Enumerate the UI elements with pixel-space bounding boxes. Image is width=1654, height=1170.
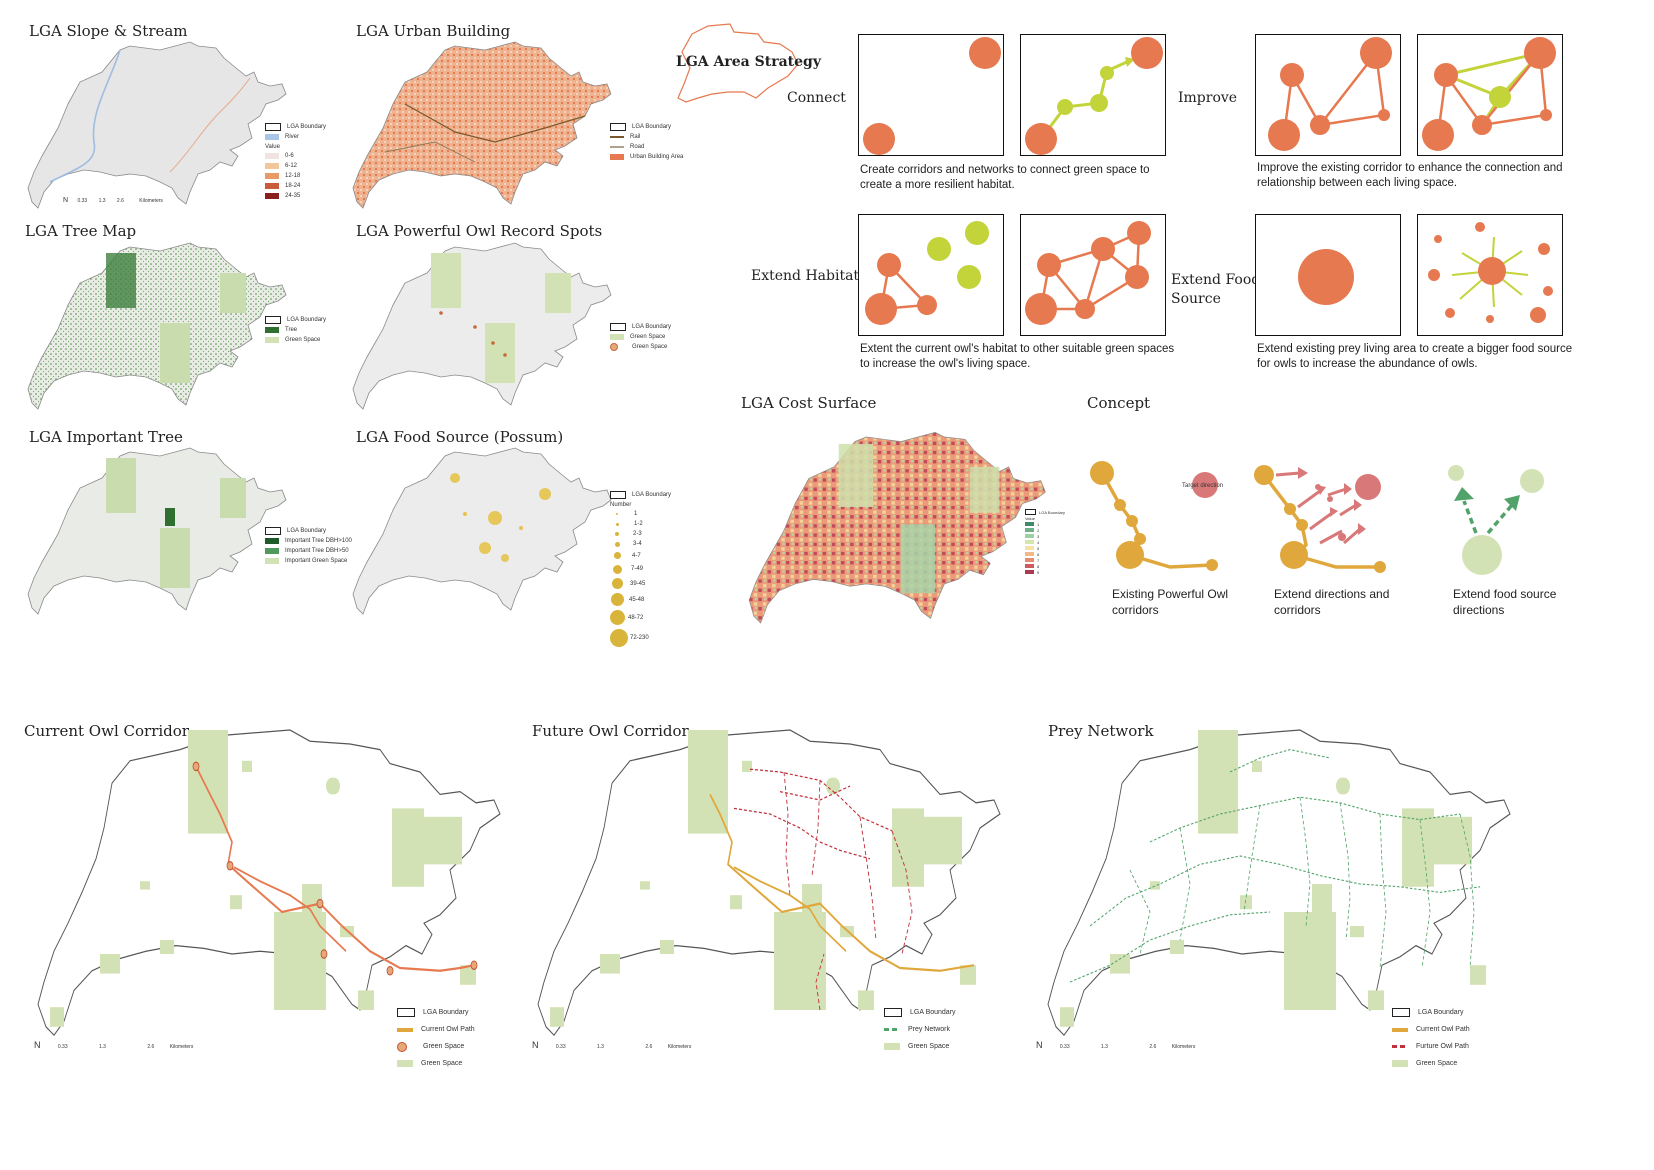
connect-after-box bbox=[1020, 34, 1166, 156]
current-owl-corridor-map bbox=[37, 729, 501, 1036]
urban-legend: LGA Boundary Rail Road Urban Building Ar… bbox=[610, 122, 683, 162]
map-title-food-source: LGA Food Source (Possum) bbox=[356, 428, 564, 446]
cost-legend: LGA Boundary Value 1 2 3 4 5 6 7 8 9 bbox=[1025, 509, 1066, 575]
cost-surface-title: LGA Cost Surface bbox=[741, 394, 877, 412]
scale-bar-prey: N 0.33 1.3 2.6 Kilometers bbox=[1036, 1040, 1196, 1050]
improve-label: Improve bbox=[1178, 90, 1238, 106]
map-title-important-tree: LGA Important Tree bbox=[29, 428, 183, 446]
prey-network-map bbox=[1047, 729, 1511, 1036]
cost-surface-map bbox=[748, 431, 1046, 624]
future-corridor-legend: LGA Boundary Prey Network Green Space bbox=[884, 1004, 956, 1055]
food-source-legend: LGA Boundary Number 1 1-2 2-3 3-4 4-7 7-… bbox=[610, 490, 671, 648]
concept-diagram: Target direction bbox=[1090, 461, 1544, 575]
scale-bar-current: N 0.33 1.3 2.6 Kilometers bbox=[34, 1040, 194, 1050]
connect-before-box bbox=[858, 34, 1004, 156]
improve-before-box bbox=[1255, 34, 1401, 156]
improve-caption: Improve the existing corridor to enhance… bbox=[1257, 162, 1563, 189]
lga-outline-icon bbox=[677, 23, 799, 103]
strategy-title: LGA Area Strategy bbox=[676, 54, 821, 70]
scale-bar-future: N 0.33 1.3 2.6 Kilometers bbox=[532, 1040, 692, 1050]
connect-label: Connect bbox=[787, 90, 846, 106]
important-tree-map bbox=[27, 447, 287, 615]
urban-building-map bbox=[352, 41, 612, 209]
target-direction-label: Target direction bbox=[1182, 483, 1223, 489]
extend-habitat-label: Extend Habitat bbox=[751, 268, 860, 284]
scale-bar: N 0.33 1.3 2.6 Kilometers bbox=[63, 197, 163, 204]
current-corridor-title: Current Owl Corridor bbox=[24, 722, 189, 740]
map-title-tree: LGA Tree Map bbox=[25, 222, 137, 240]
concept-caption-extend: Extend directions and corridors bbox=[1274, 587, 1390, 617]
important-tree-legend: LGA Boundary Important Tree DBH>100 Impo… bbox=[265, 526, 352, 566]
river-line bbox=[49, 49, 121, 183]
improve-after-box bbox=[1417, 34, 1563, 156]
food-source-map bbox=[352, 447, 612, 615]
tree-map bbox=[27, 242, 287, 410]
slope-legend: LGA Boundary River Value 0-6 6-12 12-18 … bbox=[265, 123, 327, 199]
slope-stream-map bbox=[27, 41, 287, 209]
concept-caption-existing: Existing Powerful Owl corridors bbox=[1112, 587, 1229, 617]
extend-food-after-box bbox=[1417, 214, 1563, 336]
extend-food-before-box bbox=[1255, 214, 1401, 336]
prey-network-title: Prey Network bbox=[1048, 722, 1154, 740]
current-corridor-legend: LGA Boundary Current Owl Path Green Spac… bbox=[397, 1004, 475, 1072]
future-corridor-title: Future Owl Corridor bbox=[532, 722, 689, 740]
prey-network-legend: LGA Boundary Current Owl Path Furture Ow… bbox=[1392, 1004, 1470, 1072]
future-owl-corridor-map bbox=[537, 729, 1001, 1036]
map-title-slope: LGA Slope & Stream bbox=[29, 22, 188, 40]
map-title-urban: LGA Urban Building bbox=[356, 22, 511, 40]
tree-legend: LGA Boundary Tree Green Space bbox=[265, 315, 326, 345]
map-title-owl-record: LGA Powerful Owl Record Spots bbox=[356, 222, 603, 240]
extend-habitat-after-box bbox=[1020, 214, 1166, 336]
owl-record-legend: LGA Boundary Green Space Green Space bbox=[610, 322, 671, 352]
extend-food-label-1: Extend Food bbox=[1171, 272, 1261, 288]
concept-caption-food: Extend food source directions bbox=[1453, 587, 1557, 617]
extend-habitat-caption: Extent the current owl's habitat to othe… bbox=[860, 343, 1175, 370]
concept-title: Concept bbox=[1087, 394, 1151, 412]
extend-food-caption: Extend existing prey living area to crea… bbox=[1257, 343, 1573, 370]
owl-record-map bbox=[352, 242, 612, 410]
extend-food-label-2: Source bbox=[1171, 291, 1221, 307]
extend-habitat-before-box bbox=[858, 214, 1004, 336]
connect-caption: Create corridors and networks to connect… bbox=[860, 164, 1150, 191]
